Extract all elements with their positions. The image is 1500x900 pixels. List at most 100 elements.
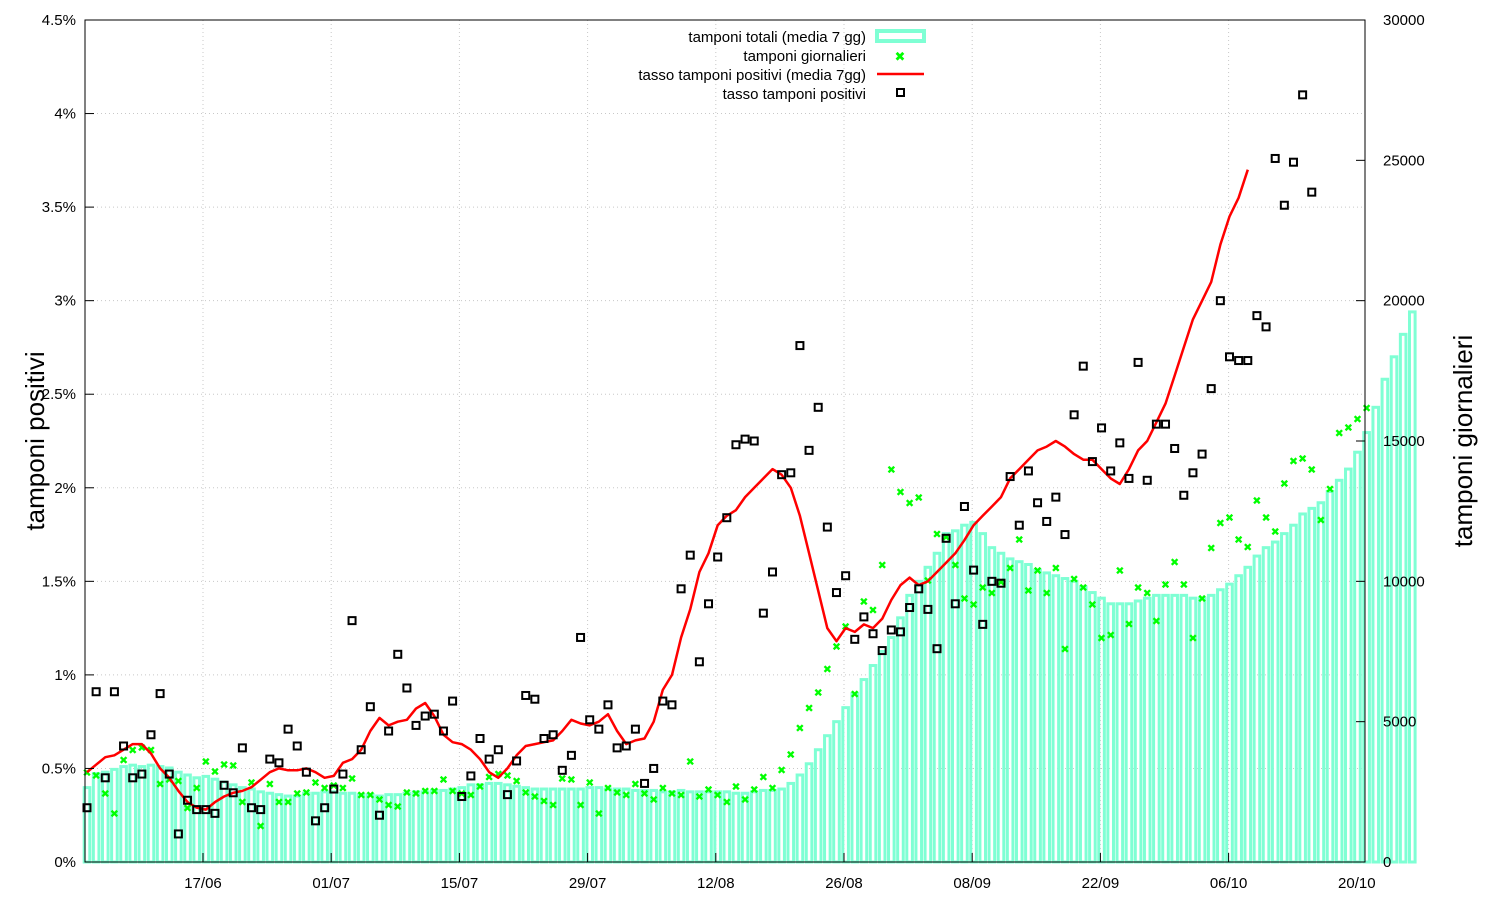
daily-tests-point: ✖ <box>603 782 612 795</box>
rate-point <box>1179 490 1189 500</box>
daily-tests-point: ✖ <box>448 785 457 798</box>
daily-tests-point: ✖ <box>238 796 247 809</box>
bar <box>1014 560 1024 864</box>
rate-point <box>201 805 211 815</box>
bar <box>1170 593 1179 864</box>
daily-tests-point: ✖ <box>183 802 192 815</box>
y-left-tick-label: 3% <box>54 293 76 310</box>
bar <box>146 763 156 864</box>
daily-tests-point: ✖ <box>192 782 201 795</box>
bar <box>1307 506 1317 864</box>
rate-point <box>448 696 458 706</box>
bar <box>338 791 348 864</box>
daily-tests-point: ✖ <box>640 788 649 801</box>
bar <box>567 787 576 864</box>
daily-tests-point: ✖ <box>366 789 375 802</box>
x-tick-label: 29/07 <box>569 875 607 892</box>
rate-point <box>164 769 174 779</box>
daily-tests-point: ✖ <box>878 559 887 572</box>
bar <box>1261 546 1271 864</box>
rate-point <box>987 576 997 586</box>
daily-tests-point: ✖ <box>1060 643 1069 656</box>
rate-point <box>1069 410 1079 420</box>
bar <box>923 565 933 864</box>
daily-tests-point: ✖ <box>631 778 640 791</box>
daily-tests-point: ✖ <box>914 492 923 505</box>
daily-tests-point: ✖ <box>1015 534 1024 547</box>
bar <box>585 786 595 864</box>
daily-tests-point: ✖ <box>667 788 676 801</box>
rate-point <box>502 790 512 800</box>
bar <box>841 706 850 864</box>
daily-tests-point: ✖ <box>201 755 210 768</box>
rate-point <box>1097 423 1107 433</box>
bar <box>320 790 329 864</box>
rate-point <box>813 402 823 412</box>
rate-points-series <box>82 90 1317 839</box>
daily-tests-point: ✖ <box>740 793 749 806</box>
daily-tests-point: ✖ <box>384 799 393 812</box>
bar <box>905 593 914 864</box>
bar <box>494 781 503 864</box>
rate-point <box>795 341 805 351</box>
daily-tests-point: ✖ <box>293 788 302 801</box>
rate-point <box>493 745 503 755</box>
daily-tests-point: ✖ <box>1280 478 1289 491</box>
bar <box>1106 602 1115 864</box>
rate-point <box>228 788 238 798</box>
y-left-tick-label: 0.5% <box>42 760 76 777</box>
bar <box>1152 593 1161 864</box>
y-right-tick-label: 20000 <box>1383 293 1425 310</box>
bar <box>356 793 366 864</box>
daily-tests-point: ✖ <box>649 793 658 806</box>
daily-tests-point: ✖ <box>1261 511 1270 524</box>
legend-label-rate-line: tasso tamponi positivi (media 7gg) <box>638 67 866 84</box>
bar <box>1115 602 1125 864</box>
daily-tests-point: ✖ <box>229 760 238 773</box>
bar <box>960 523 969 864</box>
daily-tests-point: ✖ <box>1344 421 1353 434</box>
bar <box>100 770 110 864</box>
rate-line-series <box>86 169 1249 811</box>
bar <box>484 781 494 864</box>
grid-lines <box>85 20 1365 862</box>
bar <box>201 774 211 864</box>
daily-tests-point: ✖ <box>942 531 951 544</box>
rate-point <box>612 743 622 753</box>
daily-tests-point: ✖ <box>1234 534 1243 547</box>
bar <box>1325 490 1335 864</box>
daily-tests-point: ✖ <box>494 768 503 781</box>
y-right-tick-label: 5000 <box>1383 714 1416 731</box>
rate-point <box>850 634 860 644</box>
bar <box>1225 582 1234 864</box>
axis-ticks <box>85 19 1365 863</box>
rate-point <box>621 741 631 751</box>
x-tick-label: 08/09 <box>953 875 991 892</box>
rate-point <box>521 690 531 700</box>
daily-tests-point: ✖ <box>466 789 475 802</box>
x-tick-label: 22/09 <box>1082 875 1120 892</box>
rate-point <box>996 578 1006 588</box>
rate-point <box>959 501 969 511</box>
rate-point <box>704 599 714 609</box>
rate-point <box>329 784 339 794</box>
bar <box>1060 577 1070 864</box>
rate-point <box>338 769 348 779</box>
rate-point <box>585 715 595 725</box>
rate-point <box>1279 200 1289 210</box>
bar <box>914 579 924 864</box>
daily-tests-point: ✖ <box>1362 402 1371 415</box>
bar <box>1133 599 1143 864</box>
rate-point <box>667 700 677 710</box>
daily-tests-point: ✖ <box>558 772 567 785</box>
bar <box>128 763 137 864</box>
rate-point <box>758 608 768 618</box>
daily-tests-point: ✖ <box>905 497 914 510</box>
bar <box>475 783 485 864</box>
daily-tests-point: ✖ <box>1051 562 1060 575</box>
daily-tests-point: ✖ <box>156 778 165 791</box>
rate-point <box>1234 356 1244 366</box>
daily-tests-point: ✖ <box>1216 517 1225 530</box>
bar <box>329 790 339 864</box>
bar <box>1161 593 1170 864</box>
